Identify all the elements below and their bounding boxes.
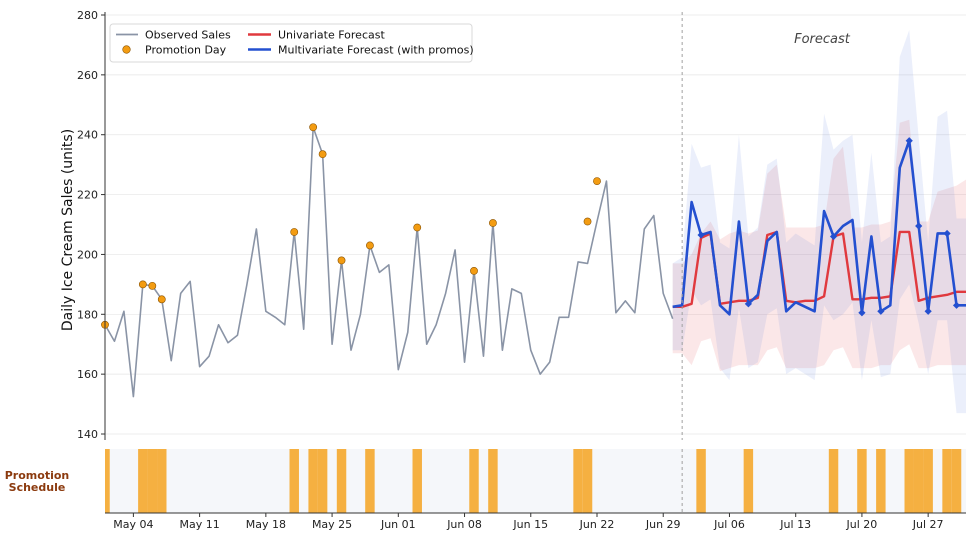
multivariate-promo-marker bbox=[924, 307, 932, 315]
promotion-bar bbox=[904, 449, 914, 513]
promotion-bar bbox=[828, 449, 839, 513]
multivariate-promo-marker bbox=[697, 231, 705, 239]
legend-promotion-swatch bbox=[122, 45, 131, 54]
promotion-bar bbox=[289, 449, 299, 513]
promotion-day-marker bbox=[138, 280, 147, 289]
promotion-day-marker bbox=[489, 219, 497, 227]
legend-multivariate-label: Multivariate Forecast (with promos) bbox=[278, 44, 474, 57]
promotion-bar bbox=[696, 449, 706, 513]
promotion-bar bbox=[147, 449, 158, 513]
multivariate-promo-marker bbox=[877, 307, 885, 315]
univariate-forecast-line bbox=[672, 230, 966, 309]
promotion-bar bbox=[469, 449, 479, 513]
forecast-confidence-bands bbox=[672, 29, 966, 414]
x-tick-label: Jun 22 bbox=[579, 518, 615, 531]
promotion-bar bbox=[857, 449, 867, 513]
promotion-bar bbox=[913, 449, 924, 513]
promotion-bar bbox=[105, 449, 110, 513]
multivariate-promo-marker bbox=[858, 309, 866, 317]
y-tick-label: 220 bbox=[77, 189, 98, 202]
promotion-bar bbox=[743, 449, 754, 513]
legend: Observed Sales Promotion Day Univariate … bbox=[109, 23, 474, 63]
y-tick-label: 200 bbox=[77, 248, 98, 261]
x-tick-label: Jul 27 bbox=[912, 518, 944, 531]
legend-observed-label: Observed Sales bbox=[145, 29, 231, 42]
promotion-bar bbox=[573, 449, 583, 513]
promotion-schedule-label-line1: Promotion bbox=[5, 469, 69, 482]
promotion-bar bbox=[488, 449, 498, 513]
series-lines bbox=[104, 126, 966, 398]
multivariate-promo-marker bbox=[829, 232, 838, 241]
y-tick-label: 140 bbox=[77, 428, 98, 441]
promotion-bar bbox=[582, 449, 593, 513]
x-tick-label: May 04 bbox=[113, 518, 153, 531]
strip-axes: May 04 May 11 May 18 May 25 Jun 01 Jun 08 Jun … bbox=[105, 449, 966, 531]
legend-univariate-label: Univariate Forecast bbox=[278, 29, 385, 42]
promotion-bar bbox=[138, 449, 148, 513]
promotion-day-marker bbox=[470, 266, 478, 275]
promotion-bar bbox=[923, 449, 933, 513]
promotion-bar bbox=[365, 449, 375, 513]
x-tick-label: Jul 20 bbox=[846, 518, 878, 531]
y-gridlines bbox=[105, 14, 966, 435]
x-tick-label: Jul 13 bbox=[779, 518, 811, 531]
y-tick-label: 280 bbox=[77, 9, 98, 22]
multivariate-promo-marker bbox=[915, 222, 923, 230]
promotion-bar bbox=[942, 449, 952, 513]
legend-promotion-label: Promotion Day bbox=[145, 44, 227, 57]
promotion-bar bbox=[336, 449, 347, 513]
multivariate-promo-marker bbox=[952, 301, 961, 309]
multivariate-confidence-band bbox=[672, 29, 966, 414]
y-axis-label: Daily Ice Cream Sales (units) bbox=[60, 129, 76, 331]
multivariate-promo-marker bbox=[744, 300, 752, 308]
multivariate-promo-marker bbox=[905, 137, 913, 145]
promotion-day-marker bbox=[290, 228, 299, 236]
promotion-schedule-label-line2: Schedule bbox=[9, 481, 66, 494]
promotion-day-marker bbox=[318, 150, 327, 159]
y-tick-label: 260 bbox=[77, 69, 98, 82]
promotion-day-marker bbox=[337, 256, 346, 265]
promotion-day-marker bbox=[309, 123, 318, 132]
multivariate-promo-marker bbox=[943, 229, 951, 238]
forecast-annotation: Forecast bbox=[794, 32, 851, 47]
promotion-day-marker bbox=[366, 241, 374, 250]
x-tick-label: Jun 29 bbox=[645, 518, 681, 531]
promotion-bar bbox=[317, 449, 328, 513]
observed-sales-line bbox=[104, 126, 674, 398]
promotion-day-marker bbox=[148, 281, 157, 290]
promotion-schedule-strip: May 04 May 11 May 18 May 25 Jun 01 Jun 08 Jun … bbox=[5, 449, 966, 531]
promotion-day-marker bbox=[593, 177, 601, 186]
multivariate-forecast-line bbox=[672, 139, 966, 316]
promotion-bar bbox=[951, 449, 962, 513]
y-tick-label: 160 bbox=[77, 368, 98, 381]
x-tick-label: May 25 bbox=[312, 518, 352, 531]
x-tick-label: Jun 15 bbox=[512, 518, 548, 531]
promotion-bars bbox=[105, 449, 962, 513]
y-tick-label: 180 bbox=[77, 308, 98, 321]
main-plot-area: 140 160 180 200 220 240 260 280 Forecast Daily … bbox=[60, 9, 966, 441]
promotion-bar bbox=[876, 449, 886, 513]
promotion-day-marker bbox=[413, 223, 422, 232]
main-axes: 140 160 180 200 220 240 260 280 bbox=[77, 9, 683, 441]
x-tick-label: May 18 bbox=[246, 518, 286, 531]
promotion-day-marker bbox=[583, 217, 592, 226]
promotion-bar bbox=[412, 449, 422, 513]
promotion-strip-background bbox=[105, 449, 966, 513]
promotion-bar bbox=[157, 449, 167, 513]
x-tick-label: Jul 06 bbox=[713, 518, 745, 531]
promotion-bar bbox=[308, 449, 318, 513]
y-tick-label: 240 bbox=[77, 129, 98, 142]
x-tick-label: Jun 08 bbox=[446, 518, 482, 531]
univariate-confidence-band bbox=[672, 119, 966, 372]
x-tick-label: May 11 bbox=[179, 518, 219, 531]
x-tick-label: Jun 01 bbox=[380, 518, 416, 531]
legend-box bbox=[109, 23, 473, 63]
series-markers bbox=[101, 123, 961, 329]
promotion-day-marker bbox=[157, 295, 166, 304]
